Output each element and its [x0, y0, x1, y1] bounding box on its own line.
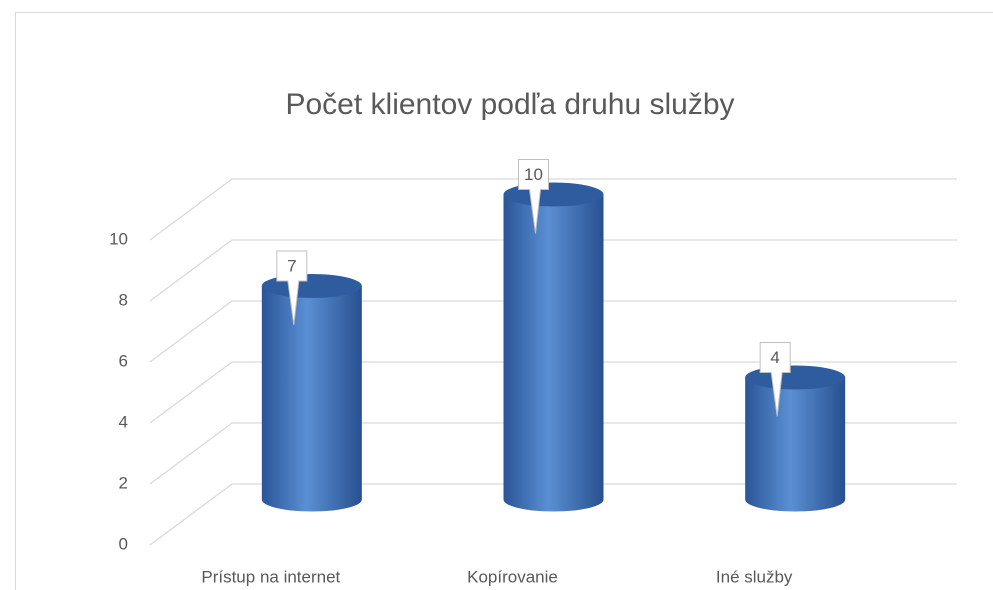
- bar: [503, 182, 604, 512]
- data-label-callout: [518, 159, 549, 234]
- data-label-callout: [759, 342, 791, 417]
- y-tick-label: 2: [119, 473, 128, 492]
- grid-line: [149, 483, 957, 546]
- bar: [745, 365, 846, 512]
- data-label: 7: [287, 256, 296, 275]
- data-label-callout: [276, 250, 308, 326]
- grid-line: [149, 300, 957, 363]
- y-tick-label: 4: [119, 412, 128, 431]
- data-label: 10: [524, 165, 543, 184]
- y-tick-label: 10: [109, 229, 128, 248]
- data-label: 4: [770, 348, 779, 367]
- grid-line: [149, 239, 957, 302]
- x-tick-label: Iné služby: [716, 567, 793, 586]
- y-tick-label: 6: [119, 351, 128, 370]
- x-tick-label: Prístup na internet: [201, 567, 340, 586]
- chart-title: Počet klientov podľa druhu služby: [285, 88, 734, 121]
- y-tick-label: 8: [119, 290, 128, 309]
- grid-line: [149, 422, 957, 485]
- x-tick-label: Kopírovanie: [467, 567, 558, 586]
- grid-line: [149, 361, 957, 424]
- bar: [261, 274, 362, 512]
- chart-frame: [15, 12, 993, 590]
- grid-line: [149, 178, 957, 241]
- y-tick-label: 0: [119, 534, 128, 553]
